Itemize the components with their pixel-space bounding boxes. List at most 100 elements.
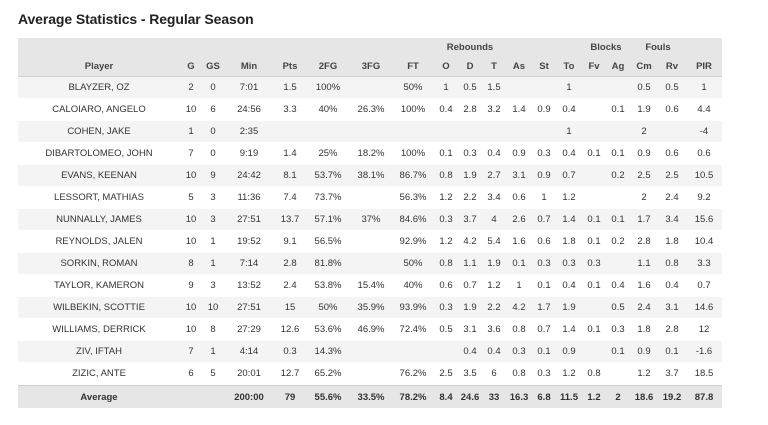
stat-cell-min: 13:52 [224,275,274,297]
stat-cell-d: 0.5 [458,77,482,99]
stat-cell-as: 2.6 [506,209,532,231]
stat-cell-t: 2.7 [482,165,506,187]
average-cell-as: 16.3 [506,385,532,408]
table-row: DIBARTOLOMEO, JOHN 7 0 9:19 1.4 25% 18.2% 100% 0… [18,143,722,165]
stat-cell-pir: 12 [686,319,722,341]
stat-cell-fv [582,99,606,121]
stat-cell-to: 1.2 [556,187,582,209]
stat-cell-as [506,77,532,99]
stat-cell-to: 1 [556,121,582,143]
stat-cell-ft: 100% [392,143,434,165]
stat-cell-st: 1 [532,187,556,209]
stat-cell-gs: 9 [202,165,224,187]
column-header-3fg: 3FG [350,56,392,77]
group-header-spacer-2 [506,38,582,56]
stat-cell-g: 10 [180,319,202,341]
page-title: Average Statistics - Regular Season [18,11,254,27]
average-cell-2fg: 55.6% [306,385,350,408]
stat-cell-d: 1.9 [458,165,482,187]
stat-cell-rv: 0.4 [658,275,686,297]
average-cell-ag: 2 [606,385,630,408]
player-name-cell: ZIV, IFTAH [18,341,180,363]
stat-cell-ft: 86.7% [392,165,434,187]
stat-cell-cm: 1.8 [630,319,658,341]
stat-cell-g: 6 [180,363,202,385]
stat-cell-gs: 8 [202,319,224,341]
stat-cell-fv [582,121,606,143]
stat-cell-cm: 0.9 [630,341,658,363]
stat-cell-t: 1.2 [482,275,506,297]
stat-cell-ft: 56.3% [392,187,434,209]
stat-cell-o: 0.6 [434,275,458,297]
stat-cell-to: 0.7 [556,165,582,187]
stat-cell-pts: 9.1 [274,231,306,253]
stat-cell-d: 0.3 [458,143,482,165]
table-row: ZIZIC, ANTE 6 5 20:01 12.7 65.2% 76.2% 2.5 3.5 6 0… [18,363,722,385]
stat-cell-min: 24:56 [224,99,274,121]
average-cell-o: 8.4 [434,385,458,408]
stat-cell-rv [658,121,686,143]
stat-cell-t: 0.4 [482,341,506,363]
column-header-row: Player G GS Min Pts 2FG 3FG FT O D T As St To Fv Ag Cm Rv… [18,56,722,77]
stat-cell-gs: 0 [202,77,224,99]
stat-cell-3fg: 18.2% [350,143,392,165]
stat-cell-ag [606,121,630,143]
average-cell-gs [202,385,224,408]
stat-cell-st: 0.3 [532,363,556,385]
group-header-spacer-3 [686,38,722,56]
stat-cell-st [532,121,556,143]
table-row: COHEN, JAKE 1 0 2:35 1 2 -4 [18,121,722,143]
stat-cell-gs: 3 [202,275,224,297]
stat-cell-rv: 2.8 [658,319,686,341]
stat-cell-g: 9 [180,275,202,297]
group-header-rebounds: Rebounds [434,38,506,56]
player-name-cell: DIBARTOLOMEO, JOHN [18,143,180,165]
average-cell-g [180,385,202,408]
stat-cell-2fg: 53.6% [306,319,350,341]
stat-cell-2fg: 73.7% [306,187,350,209]
stat-cell-3fg [350,77,392,99]
stat-cell-min: 4:14 [224,341,274,363]
stat-cell-o [434,341,458,363]
stat-cell-pts: 3.3 [274,99,306,121]
stat-cell-ag: 0.1 [606,143,630,165]
player-name-cell: SORKIN, ROMAN [18,253,180,275]
stat-cell-min: 20:01 [224,363,274,385]
stat-cell-pir: 1 [686,77,722,99]
player-name-cell: REYNOLDS, JALEN [18,231,180,253]
stat-cell-cm: 2.8 [630,231,658,253]
stat-cell-cm: 2 [630,121,658,143]
column-header-o: O [434,56,458,77]
column-header-2fg: 2FG [306,56,350,77]
stat-cell-o: 1.2 [434,187,458,209]
stat-cell-gs: 3 [202,209,224,231]
table-row: REYNOLDS, JALEN 10 1 19:52 9.1 56.5% 92.9% 1.2 4… [18,231,722,253]
column-header-ft: FT [392,56,434,77]
player-name-cell: WILBEKIN, SCOTTIE [18,297,180,319]
player-name-cell: BLAYZER, OZ [18,77,180,99]
stat-cell-gs: 6 [202,99,224,121]
column-header-pts: Pts [274,56,306,77]
stat-cell-min: 27:29 [224,319,274,341]
stat-cell-2fg: 81.8% [306,253,350,275]
stat-cell-rv: 3.1 [658,297,686,319]
stat-cell-2fg: 57.1% [306,209,350,231]
stat-cell-as: 1.6 [506,231,532,253]
stat-cell-d: 2.8 [458,99,482,121]
stat-cell-rv: 2.4 [658,187,686,209]
stat-cell-ft: 50% [392,77,434,99]
average-cell-min: 200:00 [224,385,274,408]
stat-cell-t: 3.6 [482,319,506,341]
stat-cell-t: 3.2 [482,99,506,121]
stat-cell-to: 0.4 [556,143,582,165]
stat-cell-fv [582,297,606,319]
stat-cell-pts: 15 [274,297,306,319]
stat-cell-g: 1 [180,121,202,143]
stat-cell-rv: 3.4 [658,209,686,231]
stat-cell-gs: 3 [202,187,224,209]
stat-cell-ft: 76.2% [392,363,434,385]
stat-cell-d [458,121,482,143]
table-row: EVANS, KEENAN 10 9 24:42 8.1 53.7% 38.1% 86.7% 0… [18,165,722,187]
stat-cell-pts: 2.4 [274,275,306,297]
stat-cell-gs: 1 [202,341,224,363]
